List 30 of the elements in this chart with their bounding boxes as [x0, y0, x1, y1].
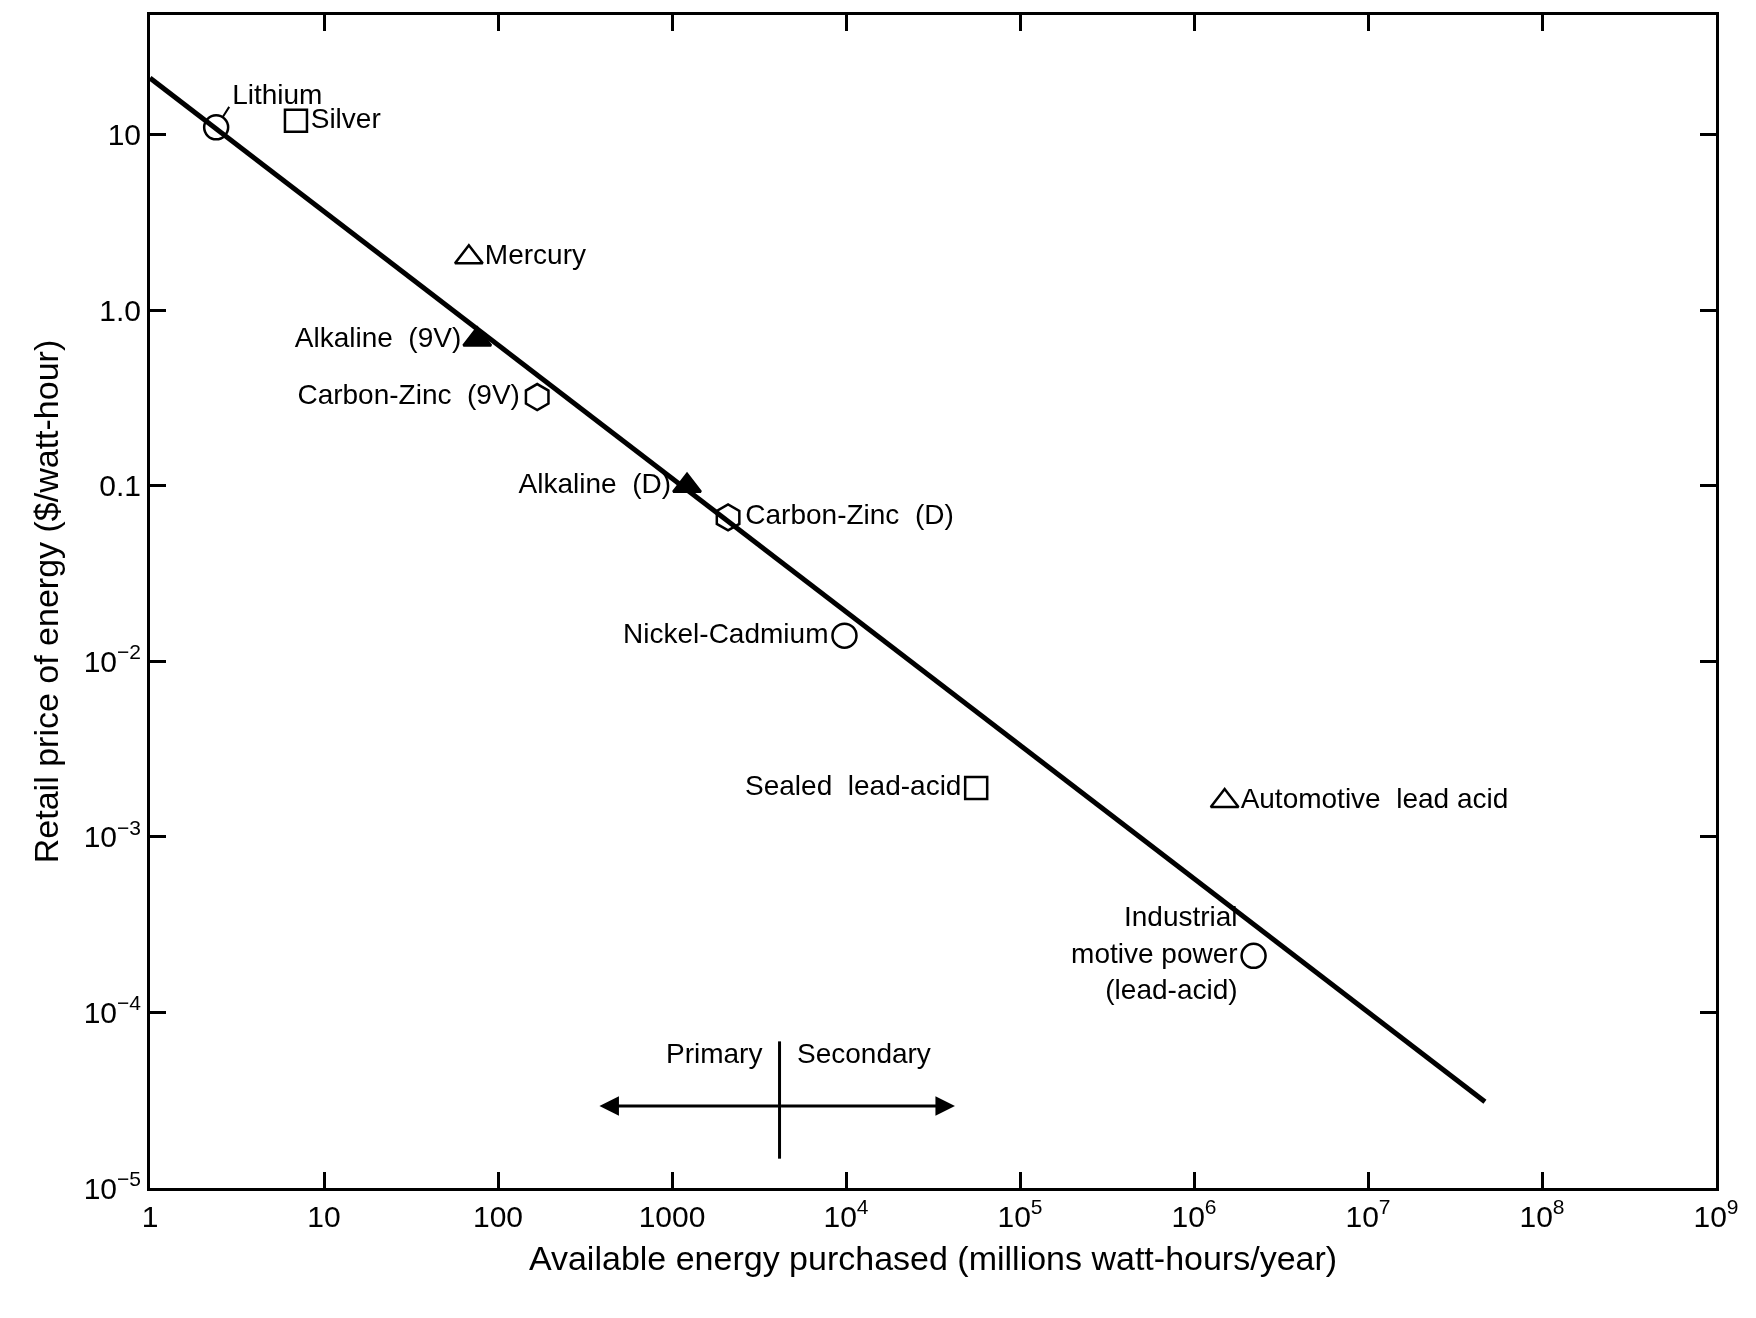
x-tick-label: 1000 [638, 1200, 706, 1233]
series-label: Nickel-Cadmium [623, 617, 829, 649]
y-tick-label: 10$^{−2}$ [83, 640, 141, 678]
x-tick-label: 10$^{7}$ [1345, 1195, 1391, 1233]
annotation: Primary [666, 1038, 763, 1069]
y-tick-label: 10$^{−3}$ [83, 815, 141, 854]
series-label: Carbon-Zinc (D) [745, 499, 954, 531]
y-tick-label: 0.1 [99, 469, 141, 503]
y-tick-label: 10$^{−5}$ [83, 1166, 141, 1205]
y-tick-label: 10$^{−4}$ [83, 991, 142, 1029]
annotation: Secondary [797, 1038, 931, 1069]
x-tick-label: 10$^{6}$ [1171, 1195, 1217, 1233]
series-label: Alkaline (9V) [294, 321, 462, 353]
x-axis-title: Available energy purchased (millions watt-hours/year) [528, 1239, 1338, 1278]
x-tick-label: 10$^{9}$ [1693, 1195, 1739, 1233]
series-label: Industrial motive power (lead-acid) [1071, 901, 1238, 1006]
y-axis-title: Retail price of energy ($/watt-hour) [27, 339, 66, 864]
x-tick-label: 10$^{8}$ [1519, 1195, 1565, 1233]
x-tick-label: 10 [307, 1200, 341, 1233]
series-label: Sealed lead-acid [745, 769, 962, 801]
y-tick-label: 10 [107, 118, 141, 152]
x-tick-label: 10$^{4}$ [823, 1195, 869, 1233]
x-tick-label: 100 [472, 1200, 524, 1233]
x-tick-label: 1 [141, 1200, 159, 1233]
y-tick-label: 1.0 [99, 293, 141, 327]
series-label: Automotive lead acid [1240, 783, 1509, 815]
series-label: Alkaline (D) [518, 467, 672, 499]
x-tick-label: 10$^{5}$ [997, 1195, 1043, 1233]
series-label: Carbon-Zinc (9V) [297, 379, 520, 411]
series-label: Mercury [484, 239, 586, 271]
